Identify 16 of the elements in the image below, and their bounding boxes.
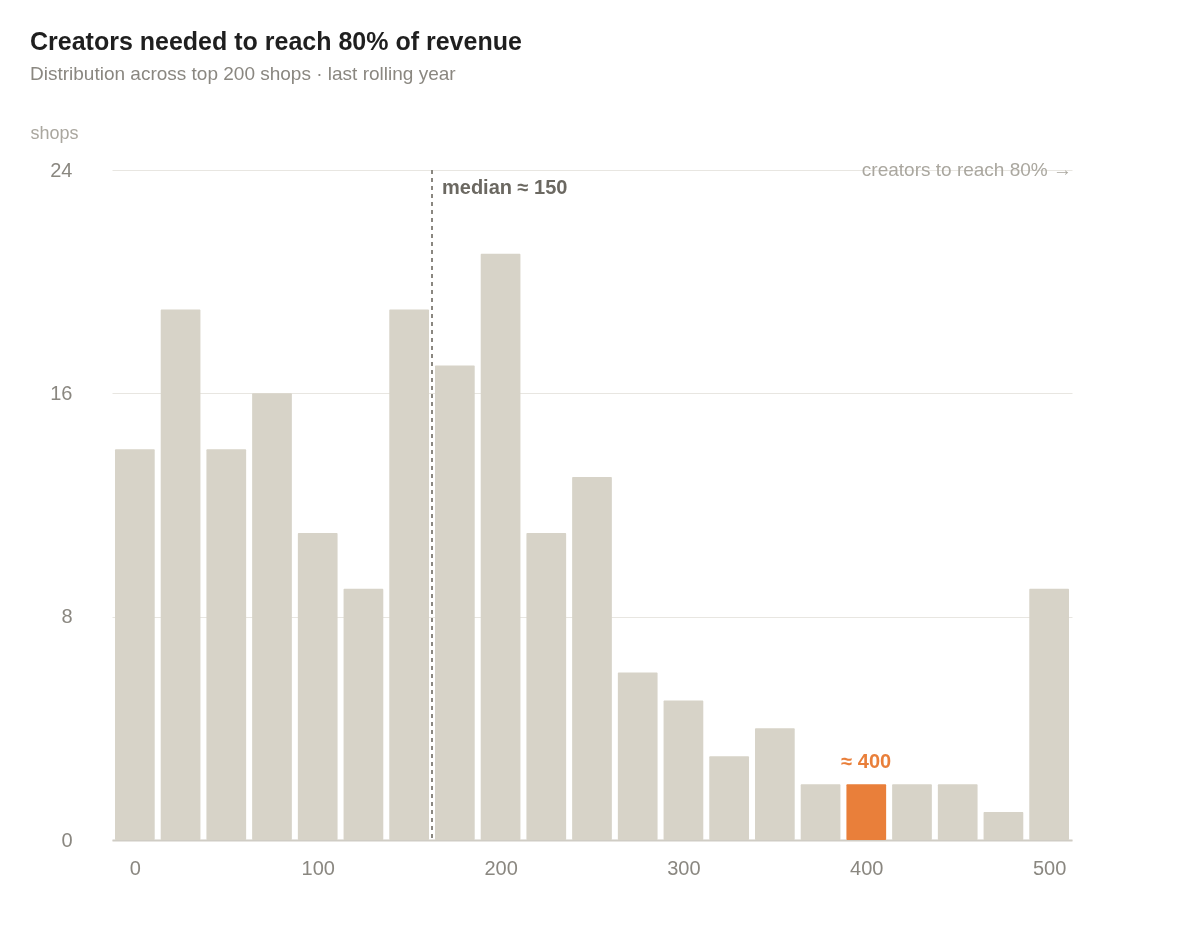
ref-line-label: median ≈ 150 — [442, 176, 568, 198]
x-tick-label: 300 — [667, 856, 701, 879]
y-tick-label: 0 — [61, 828, 73, 851]
x-tick-label: 0 — [129, 856, 141, 879]
y-tick-label: 16 — [50, 381, 73, 404]
chart-subtitle: Distribution across top 200 shops · last rolling year — [30, 63, 457, 84]
x-tick-label: 500 — [1032, 856, 1067, 879]
y-tick-label: 8 — [61, 605, 73, 628]
x-tick-label: 200 — [484, 856, 518, 879]
x-axis-title: creators to reach 80% → — [861, 159, 1072, 180]
annotation: ≈ 400 — [841, 750, 892, 773]
x-tick-label: 400 — [850, 856, 884, 879]
chart-title: Creators needed to reach 80% of revenue — [30, 27, 522, 55]
y-tick-label: 24 — [50, 158, 73, 181]
x-tick-label: 100 — [301, 856, 335, 879]
y-axis-title: shops — [30, 122, 79, 143]
